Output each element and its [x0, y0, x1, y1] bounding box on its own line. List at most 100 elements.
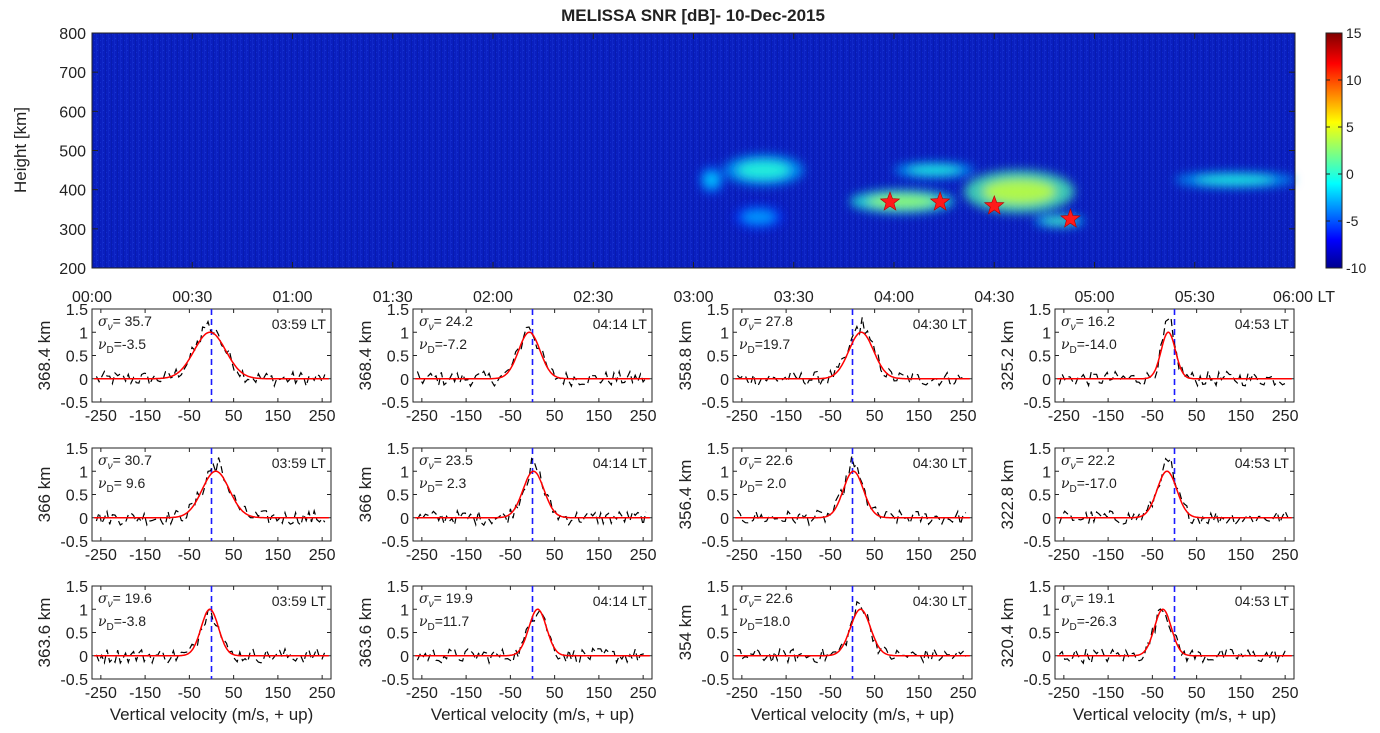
gaussian-fit — [735, 470, 970, 519]
sigma-value: = 19.9 — [434, 590, 474, 606]
panel-y-tick-label: 1 — [1042, 325, 1051, 342]
panel-height-label: 356.4 km — [676, 460, 695, 530]
heatmap-title: MELISSA SNR [dB]- 10-Dec-2015 — [561, 6, 825, 25]
x-tick-label: 02:30 — [573, 289, 613, 306]
panel-x-label: Vertical velocity (m/s, + up) — [431, 705, 635, 724]
sigma-annotation: σν= 23.5 — [419, 452, 473, 472]
panel-x-tick-label: -150 — [450, 685, 482, 702]
panel-y-tick-label: 1 — [79, 464, 88, 481]
nu-symbol: ν — [98, 337, 107, 353]
sigma-annotation: σν= 24.2 — [419, 313, 473, 333]
panel-x-tick-label: 150 — [265, 408, 292, 425]
doppler-annotation: νD=-3.5 — [98, 336, 146, 356]
panel-y-tick-label: 1.5 — [707, 441, 729, 458]
heatmap-y-axis: 200 300 400 500 600 700 800 — [59, 26, 1295, 278]
gaussian-fit — [1057, 331, 1292, 380]
panel-x-tick-label: -150 — [450, 408, 482, 425]
panel-height-label: 366 km — [35, 467, 54, 523]
gaussian-fit — [415, 608, 650, 657]
gaussian-fit — [415, 470, 650, 519]
colorbar-tick-label: 15 — [1346, 25, 1362, 41]
panel-x-tick-label: -250 — [726, 408, 758, 425]
panel-time-label: 04:30 LT — [913, 593, 968, 609]
sigma-value: = 19.6 — [113, 590, 153, 606]
sigma-value: = 19.1 — [1076, 590, 1116, 606]
doppler-value: =19.7 — [755, 336, 791, 352]
panel-time-label: 04:53 LT — [1235, 316, 1290, 332]
sigma-subscript: ν — [108, 322, 113, 333]
panel-y-tick-label: 0.5 — [387, 488, 409, 505]
panel-y-tick-label: 0 — [79, 511, 88, 528]
panel-x-tick-label: 150 — [906, 685, 933, 702]
heatmap-background — [92, 33, 1295, 268]
panel-x-tick-label: 250 — [630, 408, 657, 425]
panel-x-tick-label: 50 — [866, 408, 884, 425]
doppler-value: =-14.0 — [1077, 336, 1117, 352]
nu-subscript: D — [748, 622, 755, 633]
panel-y-tick-label: 0 — [720, 511, 729, 528]
panel-x-tick-label: -50 — [819, 547, 842, 564]
panel-x-tick-label: -150 — [770, 547, 802, 564]
spectrum-data — [1058, 608, 1288, 665]
panel-y-tick-label: 0 — [400, 649, 409, 666]
sigma-symbol: σ — [739, 453, 749, 469]
panel-y-tick-label: 1 — [400, 602, 409, 619]
sigma-symbol: σ — [419, 591, 429, 607]
panel-y-tick-label: 0 — [720, 649, 729, 666]
sigma-annotation: σν= 22.6 — [739, 452, 793, 472]
x-tick-label: 05:00 — [1074, 289, 1114, 306]
panel-x-tick-label: 150 — [586, 685, 613, 702]
nu-subscript: D — [1070, 484, 1077, 495]
heatmap-y-label: Height [km] — [11, 107, 30, 193]
panel-y-tick-label: 0 — [1042, 649, 1051, 666]
panel-x-tick-label: 250 — [950, 408, 977, 425]
panel-x-tick-label: -250 — [406, 547, 438, 564]
panel-y-tick-label: 1.5 — [66, 579, 88, 596]
panel-y-tick-label: 0.5 — [707, 488, 729, 505]
panel-y-tick-label: 1 — [400, 325, 409, 342]
panel-time-label: 03:59 LT — [272, 316, 327, 332]
panel-x-tick-label: -150 — [450, 547, 482, 564]
echo-core — [703, 172, 720, 188]
panel-x-tick-label: 50 — [866, 685, 884, 702]
panel-y-tick-label: 1 — [720, 464, 729, 481]
nu-symbol: ν — [1061, 476, 1070, 492]
sigma-subscript: ν — [1071, 322, 1076, 333]
doppler-annotation: νD=-17.0 — [1061, 475, 1117, 495]
x-tick-label: 04:00 — [874, 289, 914, 306]
panel-x-tick-label: -250 — [85, 547, 117, 564]
panel-x-tick-label: 150 — [586, 408, 613, 425]
y-tick-label: 700 — [59, 65, 86, 82]
nu-subscript: D — [107, 622, 114, 633]
sigma-symbol: σ — [98, 591, 108, 607]
panel-y-tick-label: -0.5 — [381, 395, 409, 412]
panel-y-tick-label: 1.5 — [1029, 441, 1051, 458]
sigma-value: = 35.7 — [113, 313, 153, 329]
star-marker — [1060, 208, 1081, 228]
panel-x-tick-label: 150 — [1228, 408, 1255, 425]
panel-y-tick-label: -0.5 — [1023, 672, 1051, 689]
colorbar — [1325, 32, 1343, 269]
echo-core — [867, 194, 937, 209]
y-tick-label: 600 — [59, 104, 86, 121]
panel-y-tick-label: -0.5 — [60, 395, 88, 412]
sigma-symbol: σ — [739, 591, 749, 607]
panel-height-label: 358.8 km — [676, 321, 695, 391]
sigma-symbol: σ — [739, 314, 749, 330]
panel-x-tick-label: -250 — [85, 408, 117, 425]
panel-x-tick-label: -150 — [1092, 547, 1124, 564]
panel-x-tick-label: 50 — [866, 547, 884, 564]
nu-symbol: ν — [1061, 337, 1070, 353]
panel-x-tick-label: 150 — [906, 547, 933, 564]
panel-x-tick-label: -150 — [129, 408, 161, 425]
panel-x-tick-label: -50 — [499, 547, 522, 564]
panel-x-tick-label: 50 — [546, 685, 564, 702]
panel-x-tick-label: 50 — [225, 685, 243, 702]
sigma-subscript: ν — [108, 461, 113, 472]
panel-time-label: 04:53 LT — [1235, 455, 1290, 471]
